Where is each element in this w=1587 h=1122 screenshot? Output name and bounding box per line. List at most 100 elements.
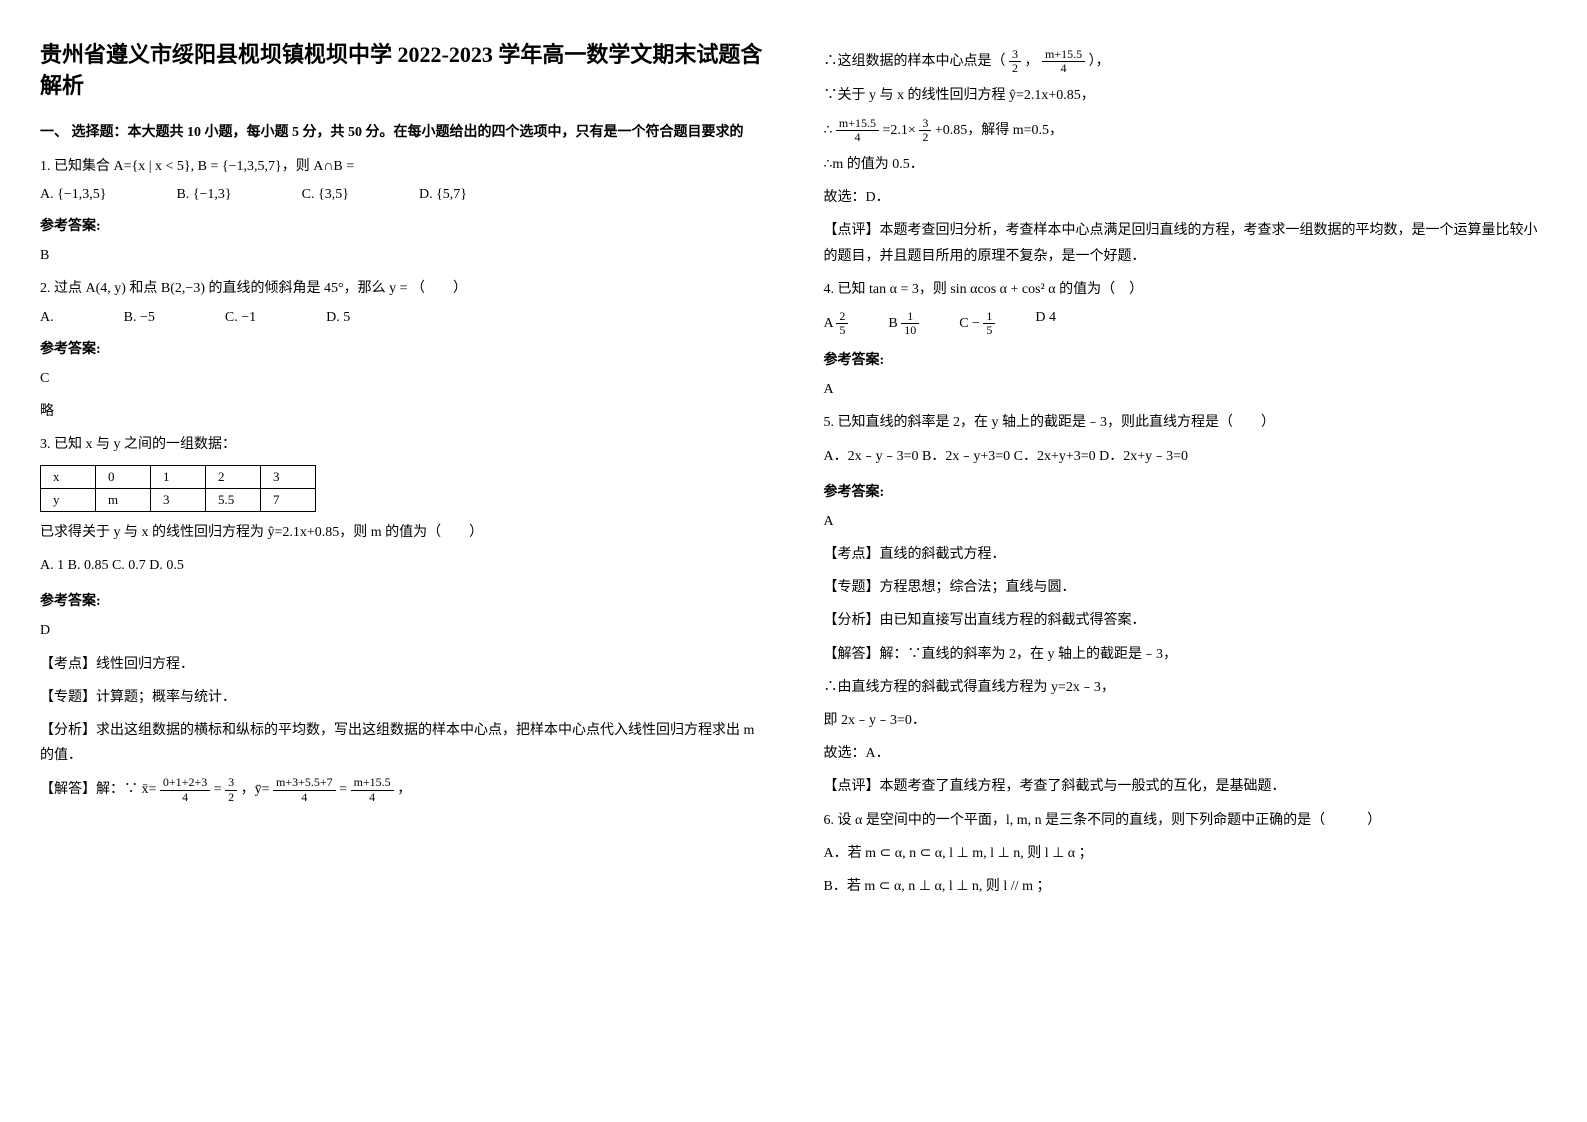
frac-num: 1 <box>983 310 995 324</box>
fraction: 32 <box>919 117 931 144</box>
q2-stem: 2. 过点 A(4, y) 和点 B(2,−3) 的直线的倾斜角是 45°，那么… <box>40 276 764 301</box>
q6-opt-b: B．若 m ⊂ α, n ⊥ α, l ⊥ n, 则 l // m ； <box>824 874 1548 899</box>
q1-stem: 1. 已知集合 A={x | x < 5}, B = {−1,3,5,7}，则 … <box>40 154 764 179</box>
q5-jd1: 【解答】解：∵直线的斜率为 2，在 y 轴上的截距是﹣3， <box>824 642 1548 667</box>
fraction: 0+1+2+34 <box>160 776 210 803</box>
frac-den: 4 <box>273 791 336 804</box>
frac-den: 4 <box>351 791 394 804</box>
frac-num: 3 <box>225 776 237 790</box>
q2-options: A. B. −5 C. −1 D. 5 <box>40 310 764 326</box>
fraction: 15 <box>983 310 995 337</box>
pre: ∴这组数据的样本中心点是（ <box>824 54 1006 69</box>
tail: ）， <box>1089 54 1110 69</box>
fraction: 32 <box>1009 48 1021 75</box>
q1-opt-a-text: {−1,3,5} <box>57 187 106 202</box>
table-row: x 0 1 2 3 <box>41 466 316 489</box>
q5-kaodian: 【考点】直线的斜截式方程． <box>824 542 1548 567</box>
q2-opt-d: D. 5 <box>326 310 350 326</box>
frac-den: 10 <box>901 324 919 337</box>
frac-den: 2 <box>919 131 931 144</box>
frac-num: m+3+5.5+7 <box>273 776 336 790</box>
fraction: m+15.54 <box>1042 48 1085 75</box>
tail: ， <box>397 782 411 797</box>
q2-opt-c: C. −1 <box>225 310 256 326</box>
q1-answer-label: 参考答案: <box>40 215 764 235</box>
q2-answer: C <box>40 366 764 391</box>
eq: = <box>339 782 350 797</box>
q4-opt-b: B 110 <box>888 310 919 337</box>
opt-label: C − <box>959 316 980 331</box>
q3-dianping: 【点评】本题考查回归分析，考查样本中心点满足回归直线的方程，考查求一组数据的平均… <box>824 218 1548 268</box>
frac-num: m+15.5 <box>351 776 394 790</box>
q3-answer: D <box>40 618 764 643</box>
mid: ，ȳ= <box>241 782 273 797</box>
frac-num: m+15.5 <box>1042 48 1085 62</box>
table-row: y m 3 5.5 7 <box>41 489 316 512</box>
eq: = <box>214 782 225 797</box>
q4-opt-c: C − 15 <box>959 310 995 337</box>
q5-zhuanti: 【专题】方程思想；综合法；直线与圆． <box>824 575 1548 600</box>
cell: 3 <box>151 489 206 512</box>
q1-opt-b-text: {−1,3} <box>193 187 232 202</box>
q3-r-line2: ∵关于 y 与 x 的线性回归方程 ŷ=2.1x+0.85， <box>824 83 1548 108</box>
q1-opt-b: B. {−1,3} <box>176 187 231 203</box>
q5-stem: 5. 已知直线的斜率是 2，在 y 轴上的截距是﹣3，则此直线方程是（ ） <box>824 410 1548 435</box>
frac-den: 2 <box>1009 62 1021 75</box>
mid: ， <box>1025 54 1039 69</box>
frac-den: 4 <box>160 791 210 804</box>
q3-options: A. 1 B. 0.85 C. 0.7 D. 0.5 <box>40 553 764 578</box>
q3-r-line4: ∴m 的值为 0.5． <box>824 152 1548 177</box>
q5-jd4: 故选：A． <box>824 741 1548 766</box>
left-column: 贵州省遵义市绥阳县枧坝镇枧坝中学 2022-2023 学年高一数学文期末试题含解… <box>40 40 764 907</box>
q1-opt-c: C. {3,5} <box>302 187 349 203</box>
q5-jd2: ∴由直线方程的斜截式得直线方程为 y=2x﹣3， <box>824 675 1548 700</box>
q1-opt-d: D. {5,7} <box>419 187 467 203</box>
q4-opt-a: A 25 <box>824 310 849 337</box>
q2-opt-a: A. <box>40 310 54 326</box>
cell: x <box>41 466 96 489</box>
doc-title: 贵州省遵义市绥阳县枧坝镇枧坝中学 2022-2023 学年高一数学文期末试题含解… <box>40 40 764 102</box>
q4-answer-label: 参考答案: <box>824 349 1548 369</box>
q3-fenxi: 【分析】求出这组数据的横标和纵标的平均数，写出这组数据的样本中心点，把样本中心点… <box>40 718 764 768</box>
q3-kaodian: 【考点】线性回归方程． <box>40 652 764 677</box>
frac-den: 4 <box>836 131 879 144</box>
frac-den: 4 <box>1042 62 1085 75</box>
q1-opt-c-text: {3,5} <box>318 187 349 202</box>
q3-jieda: 【解答】解：∵ x̄= 0+1+2+34 = 32 ，ȳ= m+3+5.5+74… <box>40 776 764 803</box>
frac-den: 2 <box>225 791 237 804</box>
q4-opt-d: D 4 <box>1035 310 1056 337</box>
q5-answer: A <box>824 509 1548 534</box>
opt-label: B <box>888 316 901 331</box>
fraction: m+3+5.5+74 <box>273 776 336 803</box>
q1-answer: B <box>40 243 764 268</box>
mid: =2.1× <box>883 122 916 137</box>
fraction: 25 <box>836 310 848 337</box>
q4-stem: 4. 已知 tan α = 3，则 sin αcos α + cos² α 的值… <box>824 277 1548 302</box>
q2-answer-label: 参考答案: <box>40 338 764 358</box>
q4-options: A 25 B 110 C − 15 D 4 <box>824 310 1548 337</box>
q5-jd3: 即 2x﹣y﹣3=0． <box>824 708 1548 733</box>
section-heading: 一、 选择题：本大题共 10 小题，每小题 5 分，共 50 分。在每小题给出的… <box>40 122 764 144</box>
cell: m <box>96 489 151 512</box>
q3-stem2: 已求得关于 y 与 x 的线性回归方程为 ŷ=2.1x+0.85，则 m 的值为… <box>40 520 764 545</box>
q3-r-line3: ∴ m+15.54 =2.1× 32 +0.85，解得 m=0.5， <box>824 117 1548 144</box>
q6-opt-a: A．若 m ⊂ α, n ⊂ α, l ⊥ m, l ⊥ n, 则 l ⊥ α … <box>824 841 1548 866</box>
q3-jd-pre: 【解答】解：∵ x̄= <box>40 782 156 797</box>
cell: 2 <box>206 466 261 489</box>
cell: 3 <box>261 466 316 489</box>
frac-num: m+15.5 <box>836 117 879 131</box>
cell: y <box>41 489 96 512</box>
frac-num: 3 <box>1009 48 1021 62</box>
frac-num: 3 <box>919 117 931 131</box>
q1-options: A. {−1,3,5} B. {−1,3} C. {3,5} D. {5,7} <box>40 187 764 203</box>
fraction: m+15.54 <box>836 117 879 144</box>
right-column: ∴这组数据的样本中心点是（ 32 ， m+15.54 ）， ∵关于 y 与 x … <box>824 40 1548 907</box>
fraction: 32 <box>225 776 237 803</box>
q6-stem: 6. 设 α 是空间中的一个平面，l, m, n 是三条不同的直线，则下列命题中… <box>824 808 1548 833</box>
q3-zhuanti: 【专题】计算题；概率与统计． <box>40 685 764 710</box>
q3-answer-label: 参考答案: <box>40 590 764 610</box>
q1-opt-d-text: {5,7} <box>436 187 467 202</box>
q5-options: A．2x﹣y﹣3=0 B．2x﹣y+3=0 C．2x+y+3=0 D．2x+y﹣… <box>824 444 1548 469</box>
cell: 0 <box>96 466 151 489</box>
tail: +0.85，解得 m=0.5， <box>935 122 1063 137</box>
